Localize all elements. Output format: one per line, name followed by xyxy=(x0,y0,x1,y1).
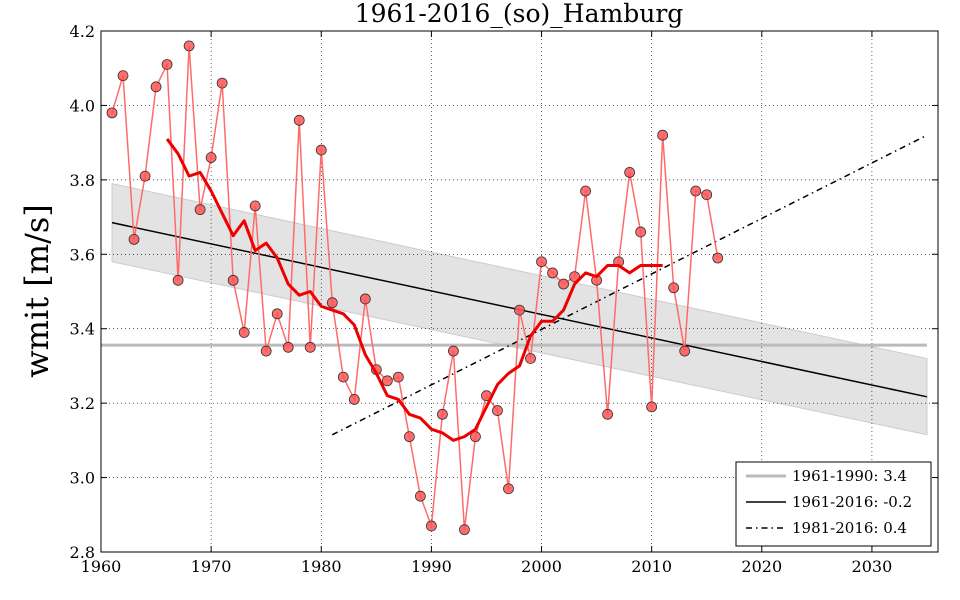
y-axis-label: wmit [m/s] xyxy=(18,204,56,378)
data-points-layer xyxy=(106,40,724,536)
trend-1981-2016-line xyxy=(331,134,928,436)
y-tick-label: 3.4 xyxy=(70,320,95,339)
data-point xyxy=(271,308,283,320)
x-tick-label: 1970 xyxy=(191,557,232,576)
data-point xyxy=(635,226,647,238)
data-point xyxy=(315,144,327,156)
annual-series-line xyxy=(111,45,719,530)
data-point xyxy=(580,185,591,197)
legend-label-trend-full: 1961-2016: -0.2 xyxy=(792,493,912,511)
data-point xyxy=(194,204,206,216)
moving-average-layer xyxy=(165,138,663,442)
data-point xyxy=(183,40,195,52)
data-point xyxy=(525,353,536,364)
data-point xyxy=(161,59,173,70)
data-point xyxy=(712,252,724,264)
x-tick-label: 1990 xyxy=(411,557,452,576)
x-tick-label: 2030 xyxy=(852,557,893,576)
data-point xyxy=(492,405,503,416)
data-point xyxy=(536,256,547,268)
x-tick-label: 2020 xyxy=(741,557,782,576)
data-point xyxy=(117,70,129,82)
data-point xyxy=(679,345,691,357)
x-tick-label: 2000 xyxy=(521,557,562,576)
data-point xyxy=(690,185,702,197)
data-point xyxy=(414,490,426,502)
x-tick-label: 2010 xyxy=(631,557,672,576)
moving-average-line xyxy=(165,138,663,442)
data-point xyxy=(569,271,580,283)
legend-label-trend-recent: 1981-2016: 0.4 xyxy=(792,519,907,537)
data-point xyxy=(337,371,349,383)
data-point xyxy=(514,304,525,316)
data-point xyxy=(293,114,305,126)
data-point xyxy=(646,401,658,413)
y-tick-label: 3.8 xyxy=(70,171,95,190)
data-point xyxy=(216,77,228,89)
data-point xyxy=(106,107,118,119)
data-point xyxy=(701,189,713,201)
data-point xyxy=(128,233,140,245)
x-tick-label: 1980 xyxy=(301,557,342,576)
y-tick-label: 4.0 xyxy=(70,96,95,115)
legend-label-baseline: 1961-1990: 3.4 xyxy=(792,467,907,485)
y-tick-label: 2.8 xyxy=(70,543,95,562)
data-point xyxy=(470,431,481,443)
legend: 1961-1990: 3.4 1961-2016: -0.2 1981-2016… xyxy=(735,461,932,547)
data-point xyxy=(602,408,614,420)
data-point xyxy=(381,375,393,387)
chart-title: 1961-2016_(so)_Hamburg xyxy=(355,0,684,28)
data-point xyxy=(238,327,250,338)
data-point xyxy=(139,170,151,182)
data-point xyxy=(227,274,239,286)
data-point xyxy=(260,345,272,357)
data-point xyxy=(668,282,680,294)
x-tick-label: 1960 xyxy=(81,557,122,576)
data-point xyxy=(348,394,360,405)
data-point xyxy=(448,345,459,357)
data-point xyxy=(150,81,162,93)
data-point xyxy=(657,129,669,141)
data-point xyxy=(249,200,261,212)
axis-ticks-layer: 1960 1970 1980 1990 2000 2010 2020 2030 2.8 3.0 3.… xyxy=(70,22,938,576)
y-tick-label: 3.0 xyxy=(70,469,95,488)
y-tick-label: 3.2 xyxy=(70,394,95,413)
data-point xyxy=(459,524,470,536)
data-point xyxy=(403,431,415,443)
data-point xyxy=(359,293,371,305)
y-tick-label: 3.6 xyxy=(70,245,95,264)
data-point xyxy=(172,274,184,286)
data-point xyxy=(392,371,404,383)
data-point xyxy=(425,520,437,532)
data-point xyxy=(558,278,569,290)
data-point xyxy=(547,267,558,279)
data-point xyxy=(326,297,338,309)
data-point xyxy=(205,152,217,163)
plot-frame xyxy=(100,30,939,553)
data-point xyxy=(624,167,636,178)
data-point xyxy=(437,408,448,420)
data-point xyxy=(282,341,294,353)
data-point xyxy=(503,483,514,495)
y-tick-label: 4.2 xyxy=(70,22,95,41)
data-point xyxy=(304,341,316,353)
